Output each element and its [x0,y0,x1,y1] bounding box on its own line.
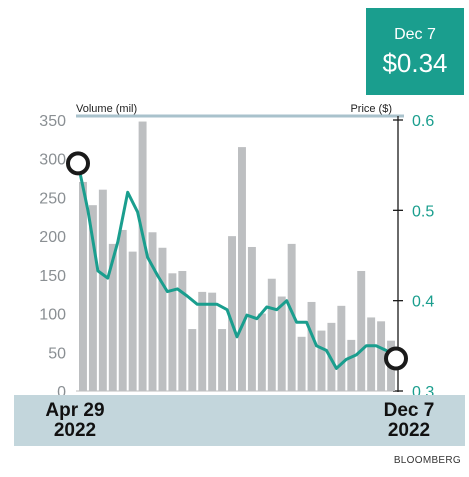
volume-tick-6: 300 [39,152,66,169]
volume-tick-4: 200 [39,229,66,246]
volume-bar-19 [267,278,276,391]
volume-tick-0: 0 [57,384,66,401]
callout-price: $0.34 [382,48,448,78]
volume-bar-6 [138,121,147,391]
volume-bar-2 [98,189,107,391]
x-axis-band: Apr 29 2022 Dec 7 2022 [14,395,465,446]
callout-date: Dec 7 [394,26,436,43]
volume-bar-3 [108,243,117,391]
end-price-marker [384,346,408,371]
volume-bar-10 [178,270,187,391]
x-label-start-line1: Apr 29 [45,400,105,421]
volume-tick-5: 250 [39,190,66,207]
volume-bar-29 [367,317,376,391]
volume-bar-12 [198,291,207,391]
volume-bar-21 [287,243,296,391]
volume-tick-2: 100 [39,307,66,324]
latest-price-callout: Dec 7 $0.34 [366,8,464,95]
volume-bar-24 [317,330,326,391]
price-tick-1: 0.4 [412,294,434,311]
volume-bar-16 [238,147,246,391]
volume-bar-17 [247,246,256,391]
price-tick-3: 0.6 [412,113,434,130]
volume-bar-23 [307,301,316,391]
source-credit: BLOOMBERG [393,455,461,466]
volume-bar-11 [188,329,197,391]
volume-tick-1: 50 [48,345,66,362]
volume-tick-7: 350 [39,113,66,130]
price-line [76,161,398,370]
volume-bar-7 [148,232,157,391]
price-axis-label: Price ($) [350,103,392,115]
volume-bar-20 [277,296,286,391]
price-tick-2: 0.5 [412,203,434,220]
volume-bar-5 [128,251,137,391]
volume-bar-15 [228,236,236,391]
volume-bar-8 [158,247,167,391]
x-label-end-line1: Dec 7 [383,400,435,421]
volume-bar-18 [257,313,266,391]
x-label-end-line2: 2022 [387,420,431,441]
volume-bar-0 [79,181,87,391]
volume-bar-22 [297,336,306,391]
volume-bar-27 [347,339,356,391]
volume-bar-30 [377,321,386,391]
volume-bar-14 [218,329,227,391]
volume-tick-labels: 0 50 100 150 200 250 300 350 [39,113,66,401]
volume-axis-label: Volume (mil) [76,103,137,115]
volume-bar-4 [118,229,127,391]
x-label-end: Dec 7 2022 [378,401,440,441]
volume-bar-9 [168,273,177,391]
volume-bar-1 [88,205,97,391]
start-price-marker [66,151,90,176]
volume-bars [79,121,395,391]
volume-tick-3: 150 [39,268,66,285]
volume-bar-28 [357,270,366,391]
x-label-start-line2: 2022 [53,420,97,441]
x-label-start: Apr 29 2022 [44,401,106,441]
price-tick-labels: 0.30.40.50.6 [393,113,434,401]
volume-bar-26 [337,305,346,391]
volume-bar-13 [208,292,217,391]
